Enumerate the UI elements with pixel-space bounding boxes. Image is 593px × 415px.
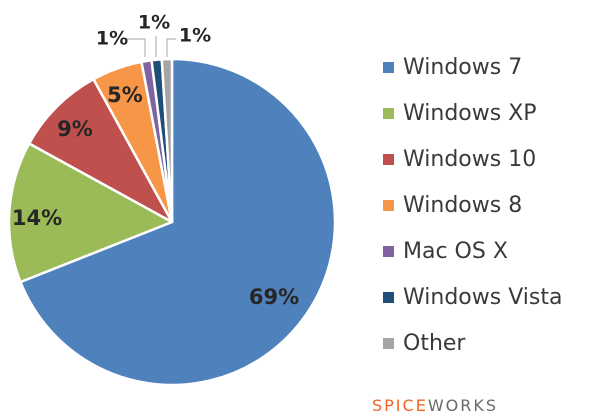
legend-swatch: [383, 153, 394, 165]
legend-swatch: [383, 291, 394, 303]
legend-item-windows-xp: Windows XP: [383, 90, 562, 136]
legend: Windows 7 Windows XP Windows 10 Windows 8 Ma…: [383, 44, 562, 366]
legend-item-windows-7: Windows 7: [383, 44, 562, 90]
legend-label: Windows XP: [403, 100, 537, 126]
legend-item-windows-8: Windows 8: [383, 182, 562, 228]
spiceworks-logo: SPICEWORKS: [372, 396, 498, 415]
pie-slice-windows-7: [19, 57, 337, 387]
legend-item-other: Other: [383, 320, 562, 366]
legend-label: Windows 10: [403, 146, 537, 172]
pie-slice-other: [160, 57, 174, 224]
legend-item-windows-10: Windows 10: [383, 136, 562, 182]
legend-label: Other: [403, 330, 466, 356]
legend-swatch: [383, 337, 394, 349]
data-label-windows-8: 5%: [107, 83, 143, 107]
legend-item-mac-os-x: Mac OS X: [383, 228, 562, 274]
legend-label: Mac OS X: [403, 238, 508, 264]
data-label-other: 1%: [179, 25, 211, 47]
data-label-windows-xp: 14%: [12, 206, 62, 230]
legend-swatch: [383, 199, 394, 211]
legend-swatch: [383, 107, 394, 119]
data-label-mac-os-x: 1%: [96, 28, 128, 50]
legend-label: Windows Vista: [403, 284, 563, 310]
pie-slice-windows-10: [27, 77, 174, 224]
data-label-windows-vista: 1%: [138, 12, 170, 34]
legend-label: Windows 8: [403, 192, 523, 218]
legend-swatch: [383, 245, 394, 257]
legend-swatch: [383, 61, 394, 73]
leader-line-mac-os-x: [126, 38, 146, 57]
legend-item-windows-vista: Windows Vista: [383, 274, 562, 320]
data-label-windows-7: 69%: [249, 285, 299, 309]
legend-label: Windows 7: [403, 54, 523, 80]
pie-slice-windows-xp: [7, 142, 174, 284]
data-label-windows-10: 9%: [57, 117, 93, 141]
leader-line-other: [166, 38, 176, 57]
